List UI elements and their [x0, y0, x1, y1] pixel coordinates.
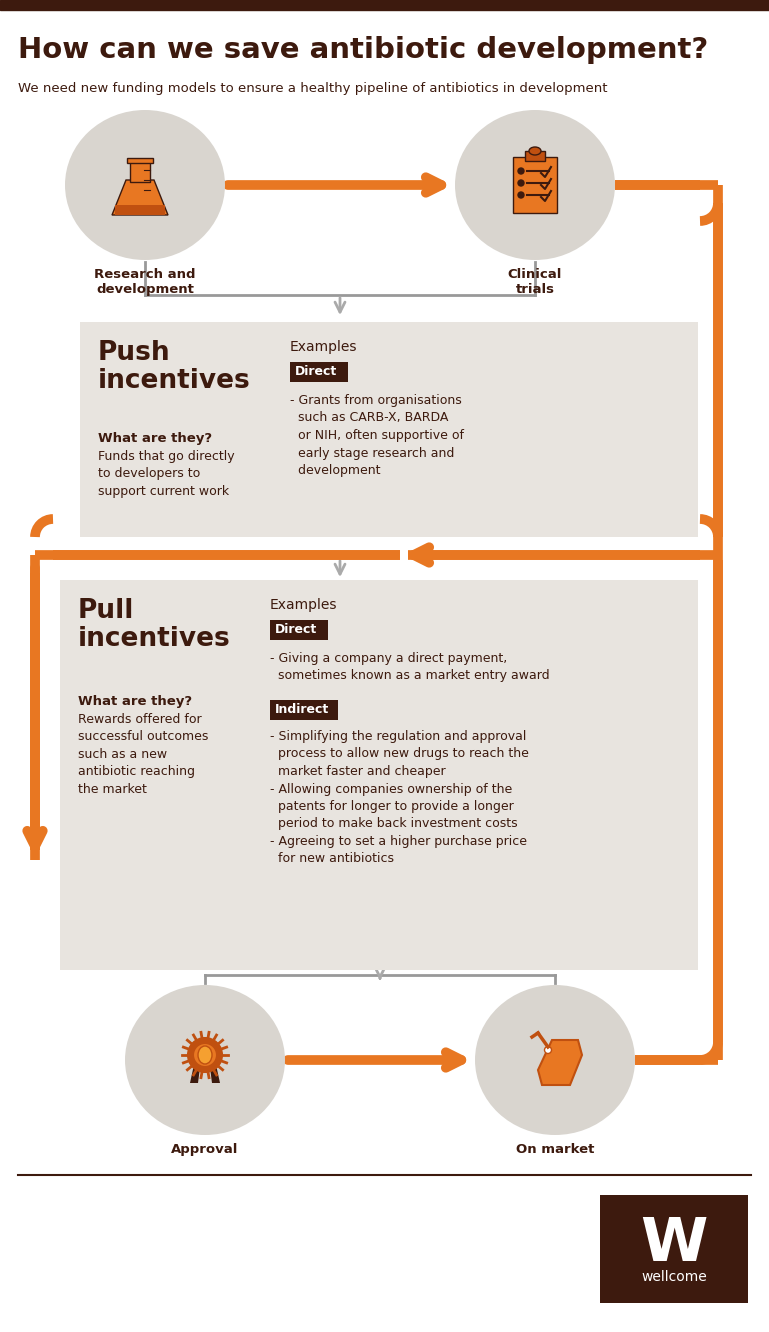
Text: Approval: Approval	[171, 1143, 238, 1156]
Circle shape	[518, 192, 524, 198]
Bar	[127, 159, 153, 163]
Bar	[80, 322, 698, 537]
Circle shape	[193, 1043, 217, 1067]
Text: What are they?: What are they?	[98, 432, 212, 445]
Ellipse shape	[125, 984, 285, 1135]
Ellipse shape	[455, 111, 615, 260]
Text: Examples: Examples	[290, 340, 358, 354]
Bar	[60, 579, 698, 970]
Text: On market: On market	[516, 1143, 594, 1156]
Text: Indirect: Indirect	[275, 703, 329, 717]
Bar	[270, 701, 338, 721]
Text: Direct: Direct	[295, 365, 338, 378]
Bar	[130, 160, 150, 182]
Text: Push
incentives: Push incentives	[98, 340, 251, 394]
Text: How can we save antibiotic development?: How can we save antibiotic development?	[18, 36, 708, 64]
Text: wellcome: wellcome	[641, 1269, 707, 1284]
Ellipse shape	[529, 147, 541, 155]
Bar	[0, 0, 769, 11]
Text: Clinical
trials: Clinical trials	[508, 268, 562, 296]
Polygon shape	[538, 1040, 582, 1086]
Circle shape	[544, 1047, 551, 1054]
Text: Pull
incentives: Pull incentives	[78, 598, 231, 651]
Text: What are they?: What are they?	[78, 695, 192, 709]
Text: We need new funding models to ensure a healthy pipeline of antibiotics in develo: We need new funding models to ensure a h…	[18, 83, 608, 95]
Circle shape	[518, 168, 524, 174]
Bar	[513, 157, 557, 213]
Circle shape	[518, 180, 524, 186]
Bar	[525, 151, 545, 161]
Text: Direct: Direct	[275, 623, 318, 635]
Polygon shape	[112, 180, 168, 214]
Polygon shape	[115, 205, 165, 214]
Text: - Giving a company a direct payment,
  sometimes known as a market entry award: - Giving a company a direct payment, som…	[270, 651, 550, 682]
Text: - Grants from organisations
  such as CARB-X, BARDA
  or NIH, often supportive o: - Grants from organisations such as CARB…	[290, 394, 464, 477]
Text: Examples: Examples	[270, 598, 338, 611]
Text: Funds that go directly
to developers to
support current work: Funds that go directly to developers to …	[98, 450, 235, 498]
Ellipse shape	[65, 111, 225, 260]
Text: Research and
development: Research and development	[95, 268, 196, 296]
Ellipse shape	[198, 1046, 212, 1064]
Ellipse shape	[475, 984, 635, 1135]
Bar	[600, 1195, 748, 1303]
Text: W: W	[641, 1215, 707, 1273]
Text: Rewards offered for
successful outcomes
such as a new
antibiotic reaching
the ma: Rewards offered for successful outcomes …	[78, 713, 208, 797]
Bar	[290, 362, 348, 382]
Text: - Simplifying the regulation and approval
  process to allow new drugs to reach : - Simplifying the regulation and approva…	[270, 730, 529, 866]
Polygon shape	[209, 1060, 220, 1083]
Circle shape	[188, 1038, 222, 1072]
Polygon shape	[190, 1060, 201, 1083]
Bar	[270, 619, 328, 639]
